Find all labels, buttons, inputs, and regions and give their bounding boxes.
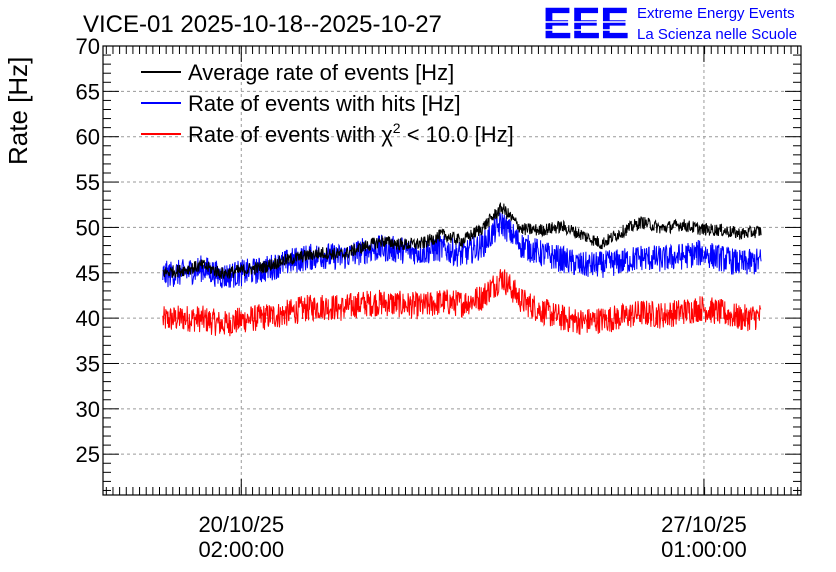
y-tick-label: 35 bbox=[76, 351, 100, 376]
y-tick-label: 45 bbox=[76, 261, 100, 286]
legend: Average rate of events [Hz] Rate of even… bbox=[141, 60, 514, 147]
chart-title: VICE-01 2025-10-18--2025-10-27 bbox=[83, 11, 442, 38]
y-tick-label: 65 bbox=[76, 79, 100, 104]
logo-text: EEE bbox=[543, 0, 629, 48]
series-chi2 bbox=[162, 269, 762, 337]
y-axis-label: Rate [Hz] bbox=[3, 57, 33, 165]
legend-entry-hits: Rate of events with hits [Hz] bbox=[141, 91, 461, 116]
y-tick-label: 55 bbox=[76, 170, 100, 195]
legend-entry-average: Average rate of events [Hz] bbox=[141, 60, 454, 85]
plot-frame bbox=[102, 45, 802, 496]
x-tick-date: 20/10/25 bbox=[198, 512, 284, 537]
legend-label-hits: Rate of events with hits [Hz] bbox=[188, 91, 461, 116]
y-tick-label: 30 bbox=[76, 397, 100, 422]
legend-entry-chi2: Rate of events with χ2 < 10.0 [Hz] bbox=[141, 120, 514, 147]
y-tick-labels: 25 30 35 40 45 50 55 60 65 70 bbox=[76, 34, 100, 467]
y-tick-label: 25 bbox=[76, 442, 100, 467]
legend-label-chi2: Rate of events with χ2 < 10.0 [Hz] bbox=[188, 120, 514, 147]
logo-line1: Extreme Energy Events bbox=[637, 5, 795, 22]
y-tick-label: 50 bbox=[76, 215, 100, 240]
legend-label-average: Average rate of events [Hz] bbox=[188, 60, 454, 85]
series-hits bbox=[162, 212, 762, 289]
x-tick-time: 01:00:00 bbox=[661, 537, 747, 562]
y-tick-label: 70 bbox=[76, 34, 100, 59]
x-tick-date: 27/10/25 bbox=[661, 512, 747, 537]
x-tick-time: 02:00:00 bbox=[198, 537, 284, 562]
series-average bbox=[162, 202, 762, 280]
logo-line2: La Scienza nelle Scuole bbox=[637, 26, 797, 43]
y-tick-label: 60 bbox=[76, 125, 100, 150]
y-tick-label: 40 bbox=[76, 306, 100, 331]
eee-logo: EEE Extreme Energy Events La Scienza nel… bbox=[543, 0, 797, 48]
axis-ticks bbox=[103, 45, 801, 495]
series-layer bbox=[162, 202, 762, 337]
